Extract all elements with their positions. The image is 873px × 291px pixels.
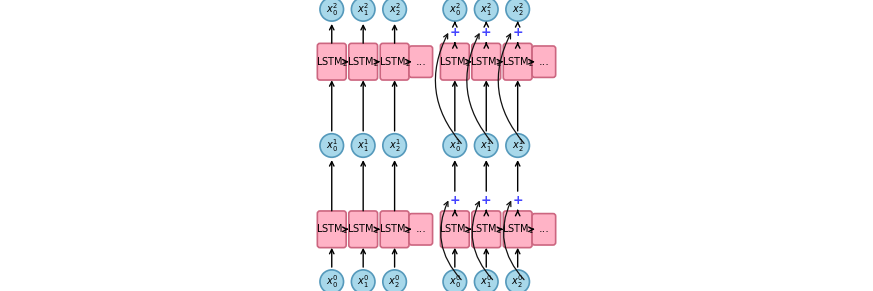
Text: $x_{0}^{2}$: $x_{0}^{2}$ bbox=[326, 1, 338, 18]
Text: $x_{2}^{0}$: $x_{2}^{0}$ bbox=[512, 273, 524, 290]
FancyBboxPatch shape bbox=[349, 211, 378, 248]
FancyBboxPatch shape bbox=[318, 43, 347, 80]
FancyBboxPatch shape bbox=[409, 214, 433, 245]
Text: $\mathrm{LSTM}_{1}$: $\mathrm{LSTM}_{1}$ bbox=[347, 222, 379, 236]
Text: +: + bbox=[481, 26, 491, 39]
Text: $\mathrm{LSTM}_{1}$: $\mathrm{LSTM}_{1}$ bbox=[316, 222, 347, 236]
Text: $\mathrm{LSTM}_{2}$: $\mathrm{LSTM}_{2}$ bbox=[502, 55, 533, 69]
Text: $\mathrm{LSTM}_{2}$: $\mathrm{LSTM}_{2}$ bbox=[347, 55, 379, 69]
Text: $x_{2}^{0}$: $x_{2}^{0}$ bbox=[388, 273, 401, 290]
Text: $x_{0}^{2}$: $x_{0}^{2}$ bbox=[449, 1, 461, 18]
Circle shape bbox=[352, 270, 375, 291]
Text: ...: ... bbox=[416, 57, 426, 67]
Text: $\mathrm{LSTM}_{2}$: $\mathrm{LSTM}_{2}$ bbox=[439, 55, 471, 69]
FancyBboxPatch shape bbox=[409, 46, 433, 77]
Text: $\mathrm{LSTM}_{2}$: $\mathrm{LSTM}_{2}$ bbox=[316, 55, 347, 69]
Text: $\mathrm{LSTM}_{2}$: $\mathrm{LSTM}_{2}$ bbox=[471, 55, 502, 69]
Circle shape bbox=[320, 270, 344, 291]
Text: $x_{1}^{0}$: $x_{1}^{0}$ bbox=[357, 273, 369, 290]
Text: $x_{2}^{2}$: $x_{2}^{2}$ bbox=[512, 1, 524, 18]
Text: $x_{2}^{1}$: $x_{2}^{1}$ bbox=[388, 137, 401, 154]
Circle shape bbox=[352, 0, 375, 21]
Circle shape bbox=[352, 134, 375, 157]
Text: +: + bbox=[512, 26, 523, 39]
FancyBboxPatch shape bbox=[440, 43, 469, 80]
FancyBboxPatch shape bbox=[503, 211, 532, 248]
Text: $x_{2}^{2}$: $x_{2}^{2}$ bbox=[388, 1, 401, 18]
Circle shape bbox=[505, 270, 529, 291]
Text: ...: ... bbox=[539, 57, 549, 67]
Text: $\mathrm{LSTM}_{2}$: $\mathrm{LSTM}_{2}$ bbox=[379, 55, 410, 69]
Circle shape bbox=[505, 0, 529, 21]
FancyBboxPatch shape bbox=[532, 46, 555, 77]
Text: +: + bbox=[512, 194, 523, 207]
Text: $x_{1}^{2}$: $x_{1}^{2}$ bbox=[357, 1, 369, 18]
Circle shape bbox=[443, 270, 466, 291]
FancyBboxPatch shape bbox=[318, 211, 347, 248]
Circle shape bbox=[474, 134, 498, 157]
FancyBboxPatch shape bbox=[503, 43, 532, 80]
Text: $x_{1}^{1}$: $x_{1}^{1}$ bbox=[480, 137, 492, 154]
Text: $\mathrm{LSTM}_{1}$: $\mathrm{LSTM}_{1}$ bbox=[502, 222, 533, 236]
Circle shape bbox=[320, 0, 344, 21]
Circle shape bbox=[443, 134, 466, 157]
Text: $\mathrm{LSTM}_{1}$: $\mathrm{LSTM}_{1}$ bbox=[471, 222, 502, 236]
Circle shape bbox=[474, 270, 498, 291]
Circle shape bbox=[383, 134, 407, 157]
FancyBboxPatch shape bbox=[471, 43, 500, 80]
Text: +: + bbox=[450, 194, 460, 207]
Text: $x_{1}^{0}$: $x_{1}^{0}$ bbox=[480, 273, 492, 290]
Circle shape bbox=[383, 270, 407, 291]
Text: +: + bbox=[450, 26, 460, 39]
Circle shape bbox=[505, 134, 529, 157]
Circle shape bbox=[474, 0, 498, 21]
Circle shape bbox=[383, 0, 407, 21]
FancyBboxPatch shape bbox=[471, 211, 500, 248]
Text: $x_{0}^{1}$: $x_{0}^{1}$ bbox=[326, 137, 338, 154]
Circle shape bbox=[443, 0, 466, 21]
FancyBboxPatch shape bbox=[349, 43, 378, 80]
Text: ...: ... bbox=[539, 224, 549, 234]
Text: $\mathrm{LSTM}_{1}$: $\mathrm{LSTM}_{1}$ bbox=[439, 222, 471, 236]
Text: $x_{0}^{0}$: $x_{0}^{0}$ bbox=[326, 273, 338, 290]
FancyBboxPatch shape bbox=[381, 211, 409, 248]
FancyBboxPatch shape bbox=[532, 214, 555, 245]
Text: $\mathrm{LSTM}_{1}$: $\mathrm{LSTM}_{1}$ bbox=[379, 222, 410, 236]
Text: ...: ... bbox=[416, 224, 426, 234]
Text: $x_{0}^{0}$: $x_{0}^{0}$ bbox=[449, 273, 461, 290]
Text: $x_{0}^{1}$: $x_{0}^{1}$ bbox=[449, 137, 461, 154]
Text: $x_{1}^{2}$: $x_{1}^{2}$ bbox=[480, 1, 492, 18]
FancyBboxPatch shape bbox=[440, 211, 469, 248]
Text: $x_{1}^{1}$: $x_{1}^{1}$ bbox=[357, 137, 369, 154]
Circle shape bbox=[320, 134, 344, 157]
FancyBboxPatch shape bbox=[381, 43, 409, 80]
Text: +: + bbox=[481, 194, 491, 207]
Text: $x_{2}^{1}$: $x_{2}^{1}$ bbox=[512, 137, 524, 154]
